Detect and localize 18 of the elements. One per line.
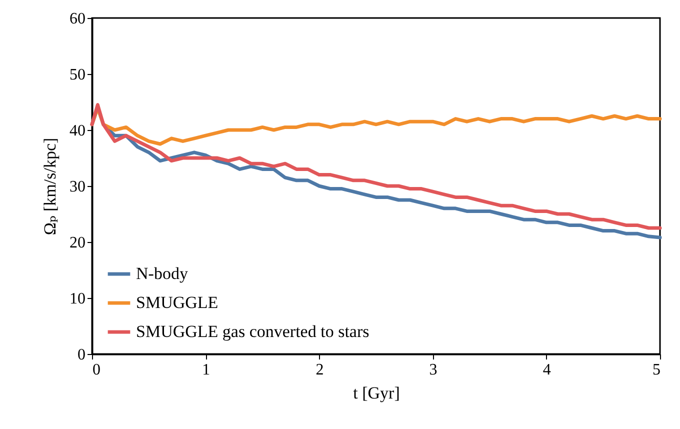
legend-label: SMUGGLE bbox=[136, 293, 218, 312]
y-axis-title: Ωₚ [km/s/kpc] bbox=[40, 138, 60, 236]
y-tick-label: 30 bbox=[70, 178, 86, 196]
y-tick-label: 20 bbox=[70, 234, 86, 252]
x-tick-label: 3 bbox=[429, 362, 438, 378]
y-tick-label: 40 bbox=[70, 122, 86, 140]
x-axis-title: t [Gyr] bbox=[353, 384, 400, 402]
x-tick-label: 1 bbox=[202, 362, 210, 378]
y-tick-label: 50 bbox=[70, 66, 86, 84]
y-tick-label: 10 bbox=[70, 290, 86, 308]
x-tick-label: 0 bbox=[92, 362, 100, 378]
x-tick-label: 5 bbox=[652, 362, 660, 378]
y-tick-label: 0 bbox=[78, 346, 86, 364]
x-tick-label: 2 bbox=[316, 362, 324, 378]
x-tick-label: 4 bbox=[542, 362, 551, 378]
legend-label: SMUGGLE gas converted to stars bbox=[136, 322, 370, 341]
legend-label: N-body bbox=[136, 264, 188, 283]
y-tick-label: 60 bbox=[70, 10, 86, 28]
